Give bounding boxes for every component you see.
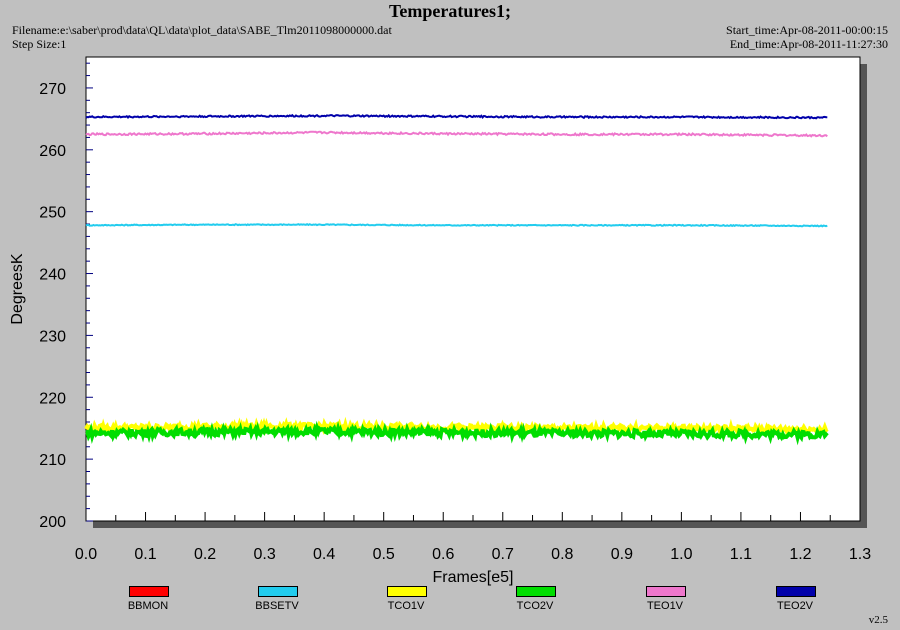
x-tick-label: 0.6: [432, 546, 454, 563]
legend-swatch-teo2v: [776, 586, 816, 597]
series-bbsetv: [85, 223, 828, 228]
start-time-label: Start_time:Apr-08-2011-00:00:15: [726, 23, 888, 37]
x-tick-label: 0.9: [611, 546, 633, 563]
y-tick-label: 250: [39, 205, 66, 222]
version-label: v2.5: [868, 614, 888, 626]
y-tick-label: 270: [39, 81, 66, 98]
legend-swatch-tco2v: [516, 586, 556, 597]
plot-area: [85, 56, 861, 522]
legend-swatch-tco1v: [387, 586, 427, 597]
x-tick-label: 0.8: [551, 546, 573, 563]
series-teo1v: [85, 130, 828, 138]
filename-label: Filename:e:\saber\prod\data\QL\data\plot…: [12, 23, 392, 37]
y-tick-label: 240: [39, 267, 66, 284]
series-line: [85, 113, 828, 120]
x-tick-label: 0.0: [75, 546, 97, 563]
x-tick-label: 0.5: [373, 546, 395, 563]
x-tick-label: 0.1: [134, 546, 156, 563]
legend-swatch-bbsetv: [258, 586, 298, 597]
legend-label-tco2v: TCO2V: [516, 600, 554, 612]
y-axis-label: DegreesK: [9, 253, 26, 324]
end-time-label: End_time:Apr-08-2011-11:27:30: [729, 37, 888, 51]
x-tick-label: 0.4: [313, 546, 335, 563]
x-tick-label: 1.3: [849, 546, 871, 563]
y-tick-label: 220: [39, 390, 66, 407]
series-line: [85, 420, 829, 446]
x-tick-label: 0.7: [492, 546, 514, 563]
x-tick-label: 1.0: [670, 546, 692, 563]
legend-label-bbmon: BBMON: [127, 600, 169, 612]
y-tick-label: 210: [39, 452, 66, 469]
series-line: [85, 223, 828, 228]
step-size-label: Step Size:1: [12, 37, 67, 51]
legend-swatch-teo1v: [646, 586, 686, 597]
series-line: [85, 130, 828, 138]
legend-label-teo2v: TEO2V: [776, 600, 814, 612]
series-tco2v: [85, 420, 829, 446]
x-axis-label: Frames[e5]: [433, 569, 514, 586]
x-tick-label: 0.2: [194, 546, 216, 563]
legend-label-teo1v: TEO1V: [646, 600, 684, 612]
x-tick-label: 1.2: [789, 546, 811, 563]
x-tick-label: 1.1: [730, 546, 752, 563]
legend-swatch-bbmon: [129, 586, 169, 597]
y-tick-label: 260: [39, 143, 66, 160]
y-tick-label: 200: [39, 514, 66, 531]
series-teo2v: [85, 113, 828, 120]
x-tick-label: 0.3: [253, 546, 275, 563]
y-tick-label: 230: [39, 328, 66, 345]
legend-label-tco1v: TCO1V: [387, 600, 425, 612]
legend-label-bbsetv: BBSETV: [255, 600, 299, 612]
chart-title: Temperatures1;: [389, 1, 511, 21]
